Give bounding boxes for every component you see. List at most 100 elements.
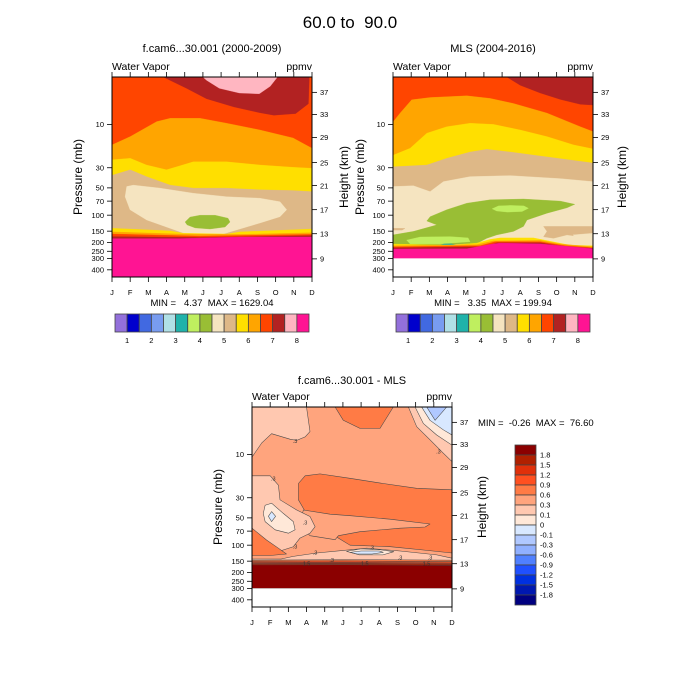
- y-tick-label: 30: [377, 163, 385, 172]
- y2-tick-label: 37: [460, 418, 468, 427]
- colorbar-label: 1.2: [540, 471, 550, 480]
- y2-tick-label: 25: [460, 488, 468, 497]
- x-tick-label: D: [590, 288, 596, 297]
- contour-fill-region: [393, 228, 406, 231]
- y-tick-label: 150: [91, 227, 104, 236]
- colorbar-box: [514, 564, 537, 576]
- y2-tick-label: 13: [460, 559, 468, 568]
- y2-tick-label: 25: [320, 158, 328, 167]
- x-tick-label: J: [359, 618, 363, 627]
- y-tick-label: 250: [231, 577, 244, 586]
- colorbar-label: 5: [222, 336, 226, 345]
- colorbar-box: [514, 524, 537, 536]
- contour-fill-region: [252, 407, 311, 458]
- colorbar-box: [565, 313, 579, 333]
- y2-tick-label: 21: [460, 511, 468, 520]
- x-tick-label: A: [518, 288, 523, 297]
- colorbar-box: [528, 313, 542, 333]
- contour-line-label: 1.5: [361, 562, 369, 568]
- colorbar-label: 0.9: [540, 481, 550, 490]
- x-tick-label: O: [273, 288, 279, 297]
- colorbar-label: 8: [295, 336, 299, 345]
- contour-line-label: .3: [369, 545, 374, 551]
- x-tick-label: M: [322, 618, 328, 627]
- y2-axis-label: Height (km): [475, 476, 489, 538]
- y2-tick-label: 21: [601, 181, 609, 190]
- contour-line-label: 1.5: [303, 562, 311, 568]
- contour-line-label: .3: [313, 551, 318, 557]
- x-tick-label: A: [377, 618, 382, 627]
- colorbar-box: [150, 313, 164, 333]
- colorbar-box: [114, 313, 128, 333]
- min-max-stats: MIN = 3.35 MAX = 199.94: [434, 298, 552, 309]
- left-string: Water Vapor: [112, 61, 170, 73]
- colorbar-label: -1.5: [540, 581, 553, 590]
- colorbar-box: [514, 584, 537, 596]
- contour-plot-area: .3.3.3.3.3.3.3.3.3.31.5 1.5 1.5J F M A M J J A S O N…: [231, 402, 468, 627]
- colorbar-label: 4: [198, 336, 202, 345]
- x-tick-label: A: [445, 288, 450, 297]
- x-tick-label: M: [285, 618, 291, 627]
- colorbar-label: -0.6: [540, 551, 553, 560]
- contour-line-label: .3: [436, 450, 441, 456]
- contour-fills: [393, 77, 593, 277]
- contour-fill-region: [426, 407, 447, 421]
- colorbar-box: [577, 313, 591, 333]
- left-string: Water Vapor: [393, 61, 451, 73]
- x-tick-label: A: [164, 288, 169, 297]
- panel-title: f.cam6...30.001 (2000-2009): [143, 43, 282, 55]
- x-tick-label: A: [304, 618, 309, 627]
- colorbar-box: [480, 313, 494, 333]
- contour-fill-region: [252, 564, 452, 589]
- colorbar-box: [235, 313, 249, 333]
- x-tick-label: J: [341, 618, 345, 627]
- colorbar-box: [514, 594, 537, 606]
- y-tick-label: 100: [372, 211, 385, 220]
- right-string: ppmv: [426, 391, 452, 403]
- y2-tick-label: 33: [601, 110, 609, 119]
- y-tick-label: 30: [236, 493, 244, 502]
- x-tick-label: N: [572, 288, 577, 297]
- x-tick-label: F: [128, 288, 133, 297]
- y-tick-label: 50: [377, 184, 385, 193]
- y-tick-label: 100: [91, 211, 104, 220]
- x-tick-label: F: [268, 618, 273, 627]
- colorbar-label: 7: [552, 336, 556, 345]
- panel-model-climatology: f.cam6...30.001 (2000-2009) Water Vapor …: [71, 43, 351, 345]
- x-tick-label: M: [145, 288, 151, 297]
- x-tick-label: N: [291, 288, 296, 297]
- y2-tick-label: 33: [460, 440, 468, 449]
- x-tick-label: J: [110, 288, 114, 297]
- min-max-stats: MIN = 4.37 MAX = 1629.04: [150, 298, 273, 309]
- contour-fill-region: [268, 511, 276, 522]
- colorbar-box: [444, 313, 458, 333]
- colorbar-box: [492, 313, 506, 333]
- colorbar-label: 0.1: [540, 511, 550, 520]
- colorbar-box: [163, 313, 177, 333]
- colorbar-box: [514, 444, 537, 456]
- contour-line-label: .3: [303, 521, 308, 527]
- contour-fill-region: [124, 184, 287, 236]
- min-max-stats: MIN = -0.26 MAX = 76.60: [478, 418, 594, 429]
- colorbar-box: [138, 313, 152, 333]
- colorbar-label: 8: [576, 336, 580, 345]
- colorbar-label: -0.3: [540, 541, 553, 550]
- y-tick-label: 400: [372, 266, 385, 275]
- contour-fill-region: [112, 236, 312, 277]
- y2-tick-label: 29: [320, 133, 328, 142]
- contour-fill-region: [393, 198, 576, 247]
- colorbar-box: [126, 313, 140, 333]
- y-tick-label: 200: [231, 568, 244, 577]
- y-axis-label: Pressure (mb): [353, 139, 367, 215]
- colorbar-box: [541, 313, 555, 333]
- contour-fill-region: [491, 205, 529, 213]
- right-string: ppmv: [567, 61, 593, 73]
- colorbar-box: [516, 313, 530, 333]
- page-title: 60.0 to 90.0: [303, 13, 398, 32]
- plot-frame: [251, 406, 453, 608]
- x-tick-label: J: [250, 618, 254, 627]
- colorbar-box: [514, 474, 537, 486]
- contour-line-label: .3: [293, 439, 298, 445]
- colorbar-box: [553, 313, 567, 333]
